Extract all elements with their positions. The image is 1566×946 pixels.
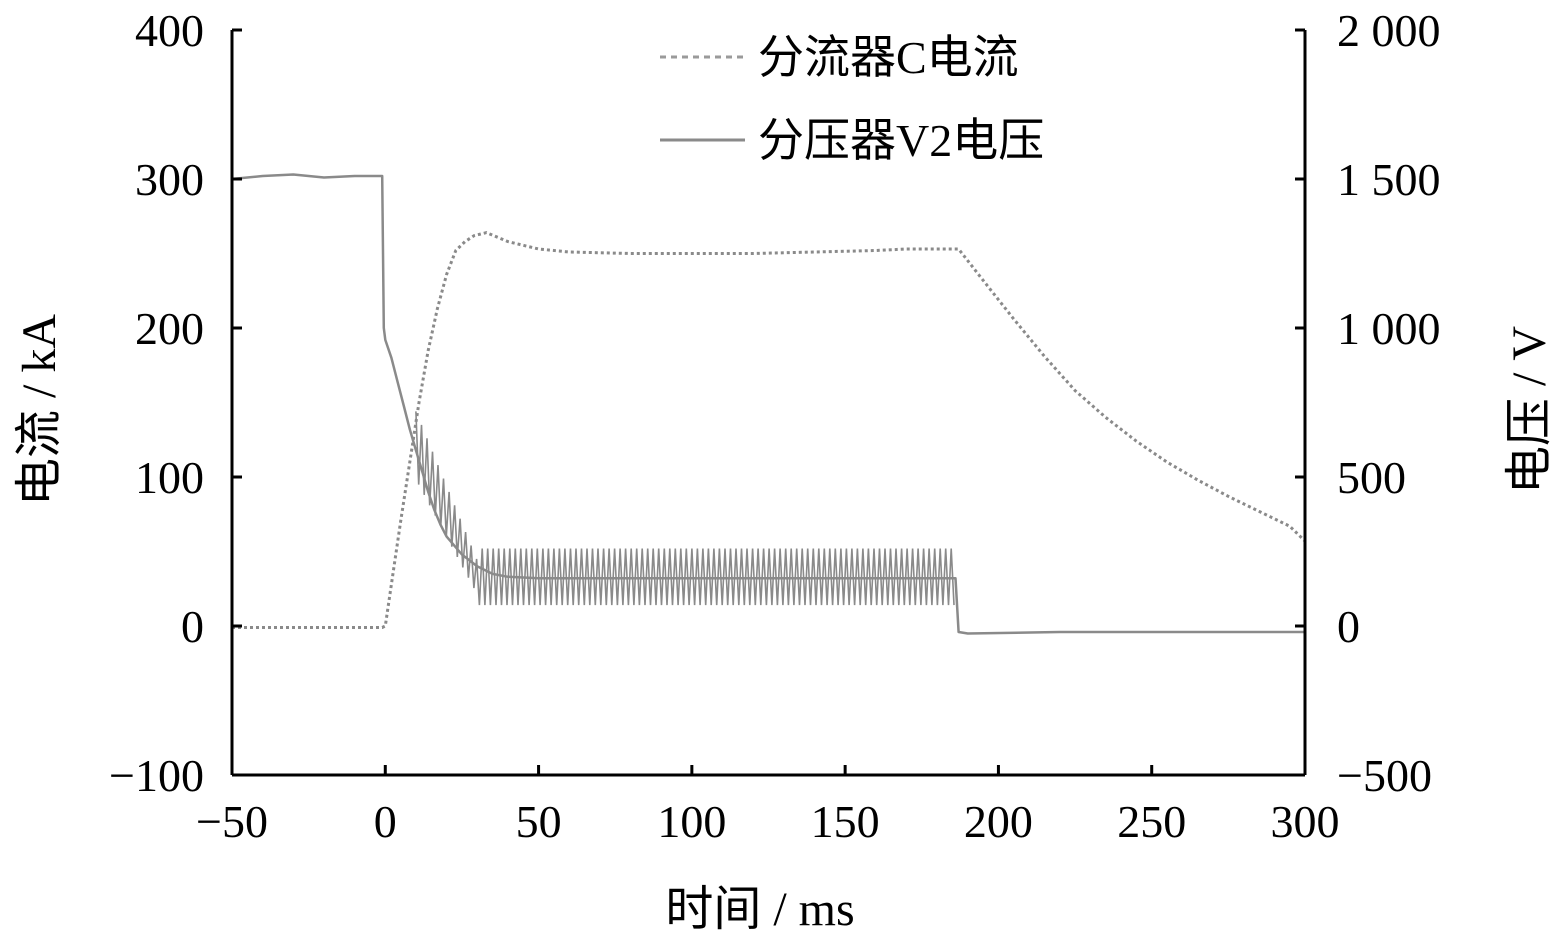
x-tick-label: 0 <box>374 796 397 847</box>
left-y-tick-label: 300 <box>135 154 204 205</box>
right-y-tick-label: 0 <box>1337 601 1360 652</box>
left-y-tick-label: 400 <box>135 5 204 56</box>
x-tick-label: 200 <box>964 796 1033 847</box>
tick-layer: −50 0 50 100 150 200 250 300−1000100200300400−5… <box>109 5 1440 847</box>
right-y-tick-label: 1 500 <box>1337 154 1441 205</box>
x-tick-label: 300 <box>1271 796 1340 847</box>
right-axis-title: 电压 / V <box>1503 326 1556 494</box>
right-y-tick-label: 2 000 <box>1337 5 1441 56</box>
x-tick-label: 250 <box>1117 796 1186 847</box>
current-series-line <box>232 231 1307 629</box>
x-axis-title: 时间 / ms <box>665 883 854 936</box>
left-axis-title: 电流 / kA <box>13 314 66 506</box>
voltage-ripple-band <box>415 411 955 606</box>
series-layer <box>231 173 1307 635</box>
x-tick-label: 50 <box>516 796 562 847</box>
left-y-tick-label: 0 <box>181 601 204 652</box>
right-y-tick-label: −500 <box>1337 750 1432 801</box>
left-y-tick-label: −100 <box>109 750 204 801</box>
legend-voltage-label: 分压器V2电压 <box>758 115 1044 166</box>
plot-area: −50 0 50 100 150 200 250 300−1000100200300400−5… <box>109 5 1440 847</box>
left-y-tick-label: 100 <box>135 452 204 503</box>
x-tick-label: 150 <box>811 796 880 847</box>
left-y-tick-label: 200 <box>135 303 204 354</box>
x-tick-label: 100 <box>657 796 726 847</box>
right-y-tick-label: 1 000 <box>1337 303 1441 354</box>
right-y-tick-label: 500 <box>1337 452 1406 503</box>
legend: 分流器C电流 分压器V2电压 <box>660 32 1044 166</box>
x-tick-label: −50 <box>196 796 268 847</box>
legend-current-label: 分流器C电流 <box>758 32 1019 83</box>
